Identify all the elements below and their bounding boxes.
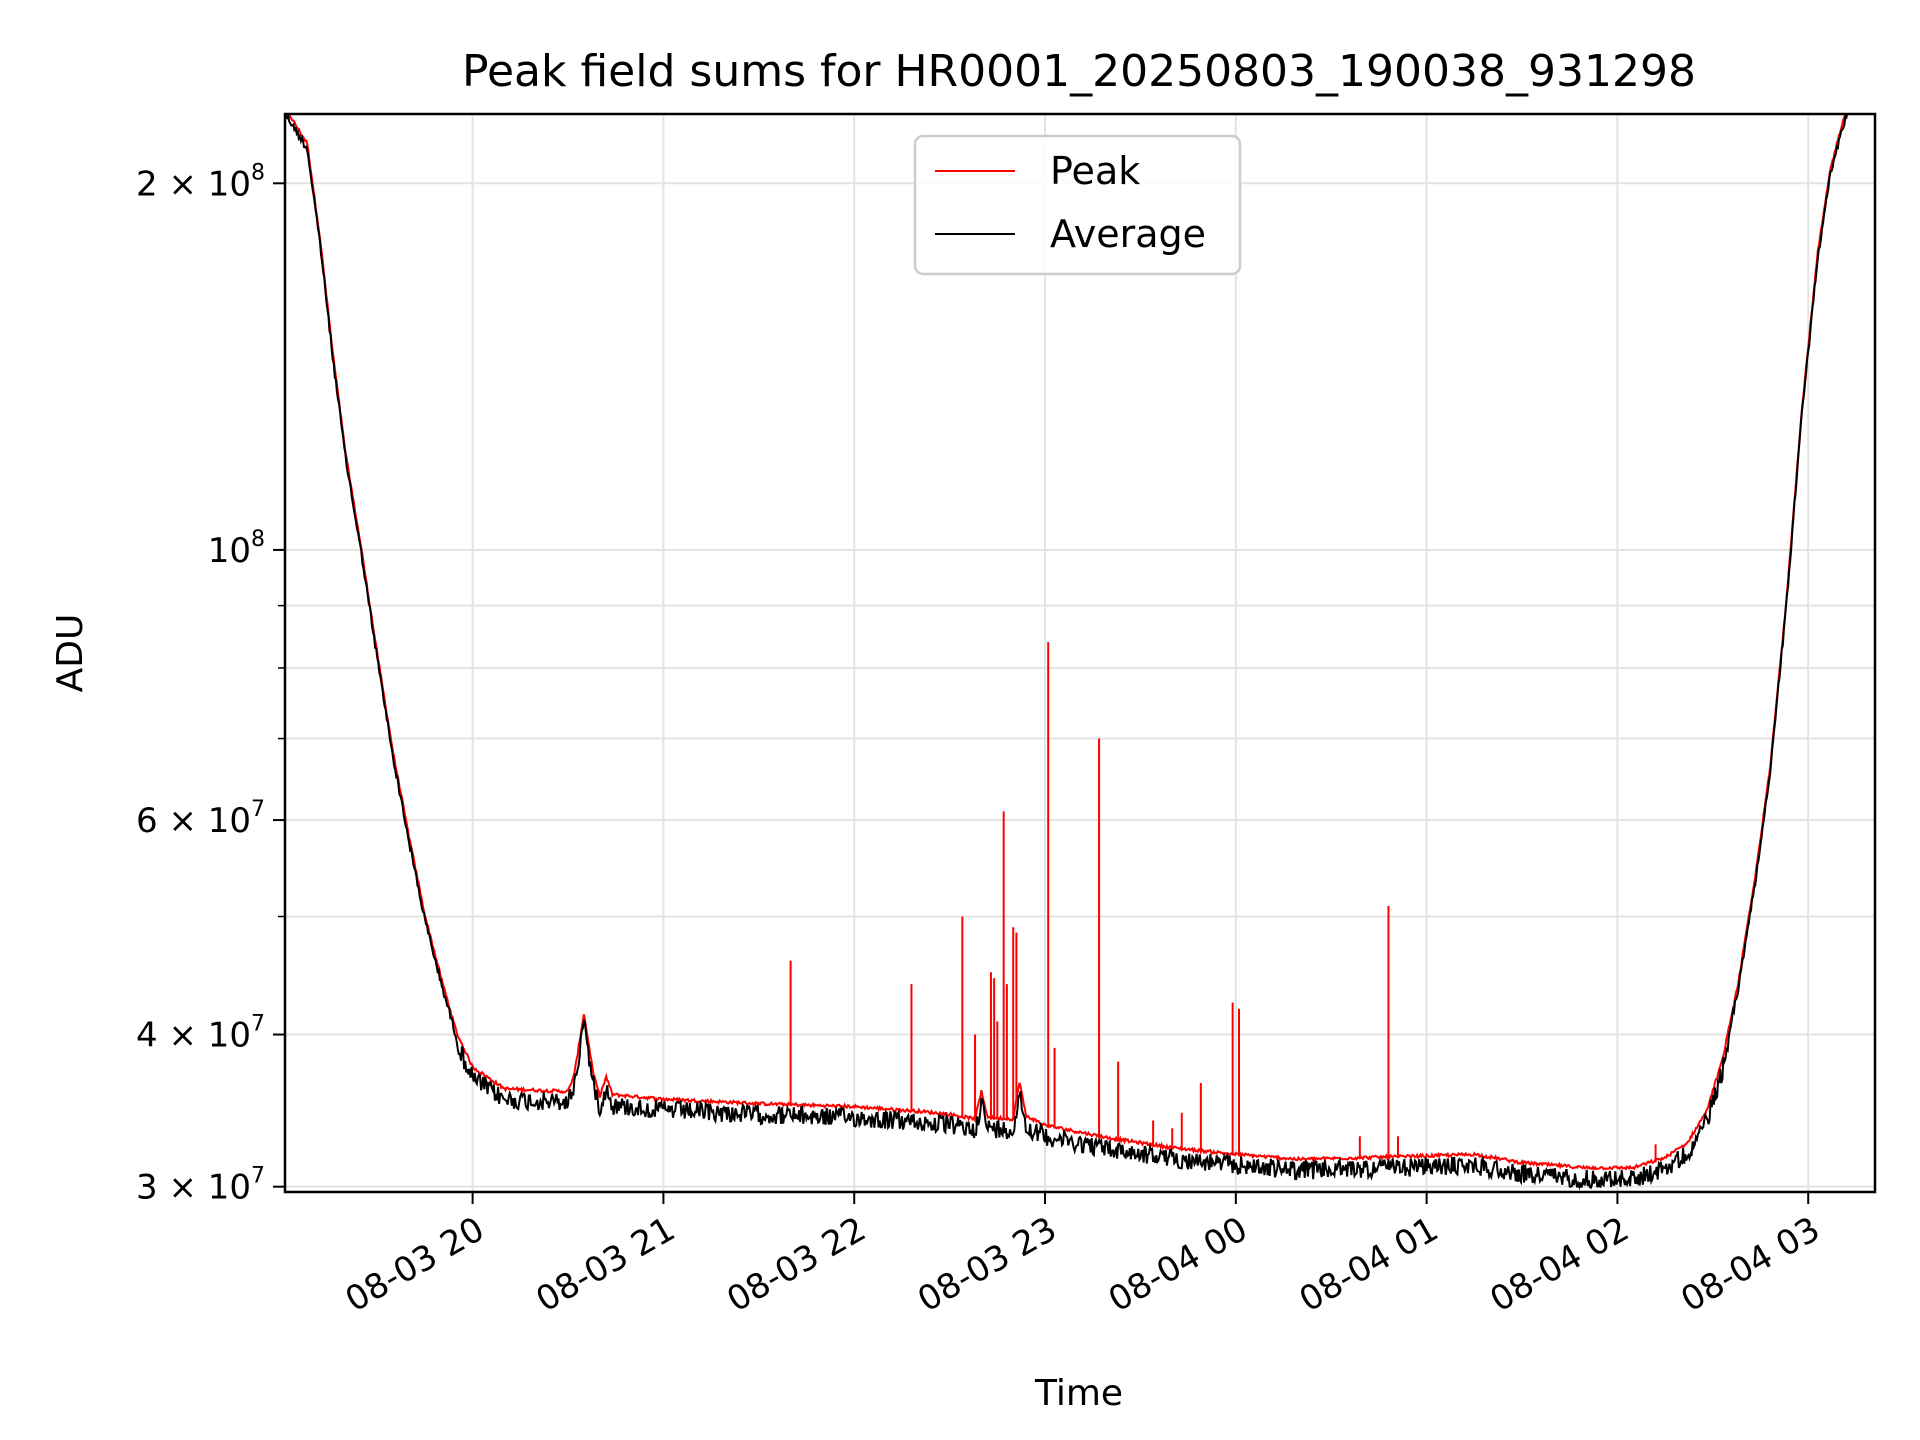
y-axis: 3 × 107 4 × 107 6 × 107 108 2 × 108: [136, 160, 285, 1208]
legend: Peak Average: [913, 134, 1242, 276]
y-tick-label: 6 × 107: [136, 797, 265, 841]
y-axis-label: ADU: [50, 614, 91, 693]
peak-series-line: [288, 114, 1847, 1171]
plot-frame: [283, 112, 1877, 1194]
y-tick-label: 2 × 108: [136, 160, 265, 204]
y-tick-label: 3 × 107: [136, 1164, 265, 1208]
legend-peak-label: Peak: [1050, 149, 1140, 193]
y-tick-label: 108: [208, 527, 265, 571]
chart-title: Peak field sums for HR0001_20250803_1900…: [462, 46, 1696, 97]
y-tick-label: 4 × 107: [136, 1012, 265, 1056]
plot-area: [285, 114, 1849, 1191]
grid: [285, 114, 1875, 1192]
average-series-line: [285, 114, 1849, 1191]
x-axis-label: Time: [1034, 1373, 1123, 1414]
peak-spikes: [789, 642, 1657, 1163]
legend-average-label: Average: [1050, 212, 1206, 256]
